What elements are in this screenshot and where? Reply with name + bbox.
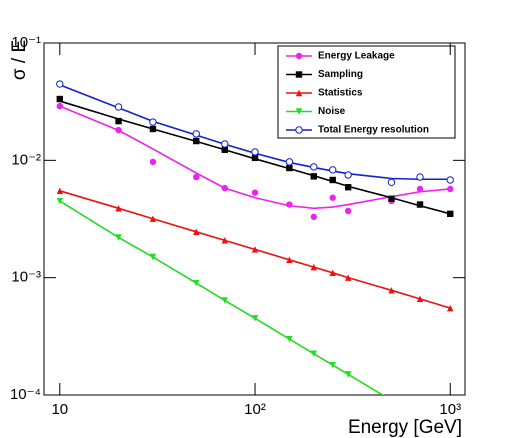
legend-label: Sampling: [318, 69, 363, 80]
marker: [115, 205, 122, 212]
marker: [416, 173, 424, 181]
marker: [192, 130, 200, 138]
marker: [416, 201, 424, 208]
marker: [447, 210, 454, 218]
legend-marker: [295, 89, 303, 97]
marker: [310, 163, 318, 171]
marker: [286, 335, 293, 343]
marker: [251, 246, 259, 253]
marker: [56, 102, 63, 110]
marker: [193, 137, 200, 145]
y-axis-label: σ / E: [9, 40, 30, 80]
marker: [310, 213, 317, 221]
legend-marker: [295, 52, 303, 60]
x-tick-label: 10: [51, 401, 68, 418]
marker: [149, 158, 157, 166]
marker: [310, 350, 317, 357]
marker: [56, 187, 63, 194]
marker: [193, 228, 200, 235]
x-tick-label: 10²: [244, 401, 266, 418]
marker: [416, 185, 424, 193]
marker: [56, 197, 63, 205]
marker: [286, 201, 293, 208]
plot-area: [56, 80, 454, 403]
marker: [115, 126, 122, 134]
plot-frame: [43, 42, 466, 396]
marker: [251, 315, 259, 322]
marker: [56, 95, 63, 103]
marker: [251, 154, 259, 162]
marker: [115, 117, 122, 125]
marker: [221, 237, 228, 244]
marker: [310, 263, 317, 271]
legend-marker: [295, 108, 303, 115]
marker: [221, 184, 228, 192]
marker: [388, 287, 395, 294]
marker: [251, 189, 259, 196]
marker: [115, 234, 122, 241]
x-tick-label: 10³: [439, 401, 461, 418]
marker: [251, 148, 259, 156]
y-tick-label: 10⁻¹: [11, 34, 41, 51]
marker: [114, 103, 123, 111]
marker: [149, 215, 157, 222]
marker: [344, 184, 352, 191]
marker: [221, 146, 228, 153]
marker: [329, 176, 336, 184]
marker: [193, 279, 200, 287]
legend-label: Energy Leakage: [318, 51, 395, 62]
marker: [56, 80, 64, 88]
marker: [344, 371, 352, 378]
marker: [149, 253, 157, 261]
legend-marker: [295, 71, 303, 78]
marker: [286, 164, 293, 172]
marker: [329, 194, 336, 201]
legend-label: Noise: [318, 106, 346, 117]
marker: [149, 125, 157, 133]
legend-label: Statistics: [318, 88, 363, 99]
marker: [310, 173, 317, 180]
marker: [388, 397, 394, 403]
legend-box: [277, 45, 456, 139]
marker: [344, 207, 352, 215]
marker: [149, 118, 157, 126]
legend-label: Total Energy resolution: [318, 125, 429, 136]
marker: [193, 173, 200, 181]
marker: [416, 295, 424, 303]
marker: [447, 304, 454, 312]
marker: [387, 178, 396, 186]
y-tick-label: 10⁻³: [11, 269, 41, 286]
marker: [329, 269, 336, 277]
marker: [329, 361, 336, 369]
marker: [446, 176, 454, 184]
y-tick-label: 10⁻⁴: [10, 386, 41, 403]
marker: [388, 195, 395, 203]
marker: [285, 158, 294, 166]
marker: [221, 140, 229, 148]
marker: [344, 171, 352, 179]
marker: [447, 185, 454, 193]
marker: [286, 256, 293, 263]
y-tick-label: 10⁻²: [11, 151, 41, 168]
x-axis-label: Energy [GeV]: [348, 417, 462, 438]
legend-marker: [295, 126, 303, 134]
marker: [329, 166, 337, 174]
marker: [344, 274, 352, 281]
marker: [221, 297, 228, 304]
